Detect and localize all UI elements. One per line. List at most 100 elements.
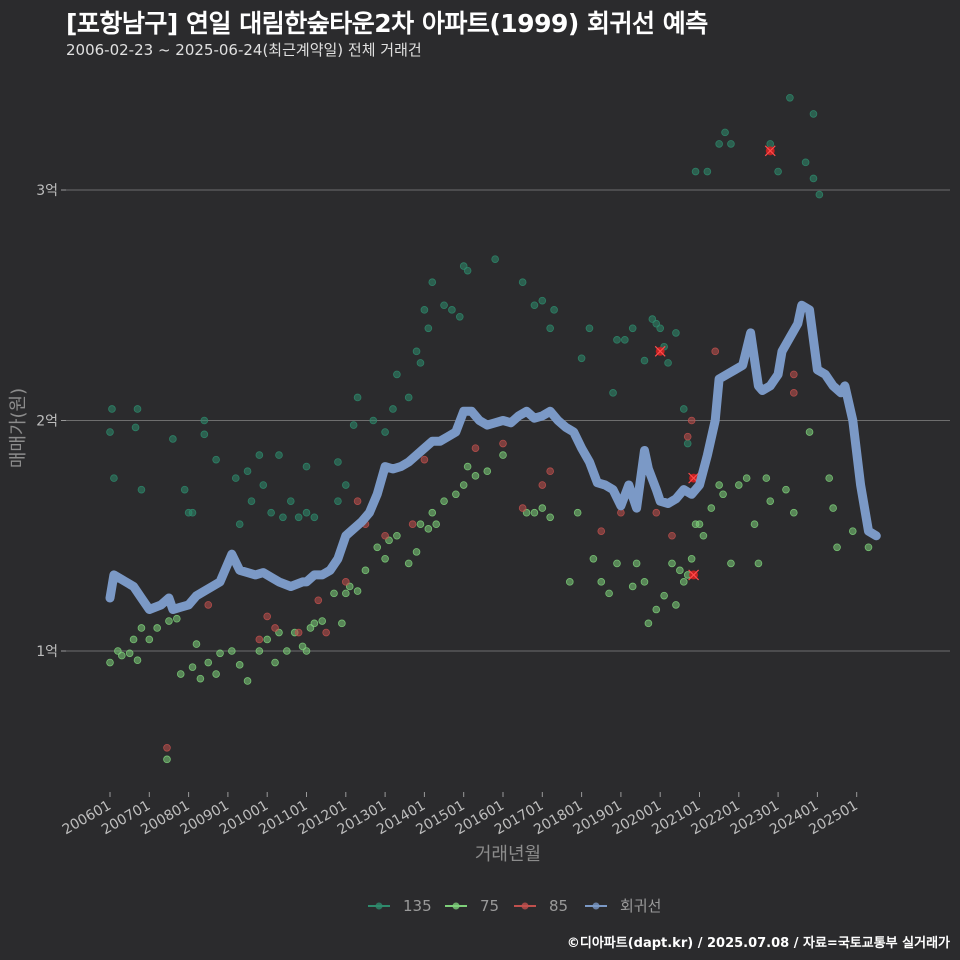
y-tick-label-0: 1억 bbox=[36, 644, 58, 660]
point-75-72 bbox=[668, 559, 676, 568]
point-135-75 bbox=[786, 94, 794, 102]
point-75-57 bbox=[530, 508, 539, 517]
point-75-43 bbox=[404, 559, 413, 568]
highlight-cross-2 bbox=[688, 569, 700, 581]
point-85-3 bbox=[263, 612, 272, 621]
point-135-59 bbox=[640, 356, 649, 365]
point-85-11 bbox=[381, 531, 389, 540]
point-75-81 bbox=[707, 504, 716, 512]
point-75-55 bbox=[499, 451, 507, 459]
point-75-94 bbox=[825, 474, 833, 482]
point-85-0 bbox=[163, 744, 171, 752]
point-135-2 bbox=[110, 474, 118, 482]
point-75-98 bbox=[864, 543, 873, 552]
chart-title: [포항남구] 연일 대림한숲타운2차 아파트(1999) 회귀선 예측 bbox=[66, 9, 708, 38]
point-75-29 bbox=[302, 647, 311, 655]
point-75-70 bbox=[652, 605, 661, 614]
point-75-39 bbox=[373, 543, 382, 552]
point-75-42 bbox=[393, 531, 401, 540]
point-75-13 bbox=[188, 663, 197, 671]
y-tick-label-1: 2억 bbox=[36, 414, 58, 430]
point-75-64 bbox=[605, 589, 613, 598]
point-135-41 bbox=[440, 301, 448, 310]
point-75-23 bbox=[263, 635, 272, 644]
point-135-67 bbox=[683, 439, 692, 448]
point-135-77 bbox=[809, 174, 818, 183]
point-135-54 bbox=[585, 324, 594, 333]
point-75-77 bbox=[687, 554, 696, 563]
point-85-16 bbox=[518, 504, 527, 512]
point-135-10 bbox=[200, 416, 209, 425]
point-75-62 bbox=[589, 554, 598, 563]
point-85-13 bbox=[420, 455, 429, 464]
point-75-17 bbox=[212, 670, 220, 678]
point-75-34 bbox=[338, 619, 346, 628]
point-75-91 bbox=[782, 485, 790, 494]
point-135-21 bbox=[279, 513, 287, 522]
point-85-7 bbox=[322, 628, 330, 637]
point-75-67 bbox=[632, 559, 641, 568]
point-75-96 bbox=[833, 543, 841, 552]
point-135-23 bbox=[294, 513, 303, 522]
point-135-72 bbox=[727, 140, 735, 148]
source-caption: ©디아파트(dapt.kr) / 2025.07.08 / 자료=국토교통부 실… bbox=[566, 936, 950, 951]
point-75-83 bbox=[719, 490, 727, 499]
point-85-25 bbox=[687, 416, 696, 425]
point-135-12 bbox=[212, 455, 220, 464]
point-75-26 bbox=[283, 647, 291, 655]
point-75-85 bbox=[734, 481, 743, 489]
point-75-63 bbox=[597, 578, 606, 586]
point-75-92 bbox=[790, 508, 798, 517]
point-85-1 bbox=[204, 601, 213, 609]
point-135-31 bbox=[353, 393, 362, 402]
point-135-4 bbox=[137, 485, 146, 494]
chart-subtitle: 2006-02-23 ~ 2025-06-24(최근계약일) 전체 거래건 bbox=[66, 41, 422, 59]
point-135-11 bbox=[200, 430, 209, 439]
point-75-71 bbox=[660, 591, 668, 600]
point-135-17 bbox=[255, 451, 264, 459]
point-135-49 bbox=[530, 301, 539, 310]
point-75-53 bbox=[471, 472, 480, 480]
point-135-48 bbox=[518, 278, 527, 287]
point-75-97 bbox=[848, 527, 857, 535]
point-75-59 bbox=[546, 513, 554, 522]
legend-marker-1 bbox=[452, 902, 460, 910]
point-75-11 bbox=[173, 614, 181, 623]
point-75-37 bbox=[353, 587, 362, 595]
point-135-5 bbox=[131, 423, 140, 432]
point-75-89 bbox=[762, 474, 771, 482]
point-75-15 bbox=[196, 674, 205, 683]
point-75-6 bbox=[133, 656, 142, 665]
point-135-66 bbox=[679, 405, 688, 413]
scatter-points bbox=[106, 94, 873, 764]
point-135-6 bbox=[169, 435, 177, 443]
point-85-30 bbox=[790, 370, 798, 379]
legend: 135 75 85 회귀선 bbox=[368, 897, 661, 915]
legend-item-0: 135 bbox=[368, 897, 432, 915]
legend-label-1: 75 bbox=[480, 897, 499, 915]
point-135-50 bbox=[538, 296, 547, 305]
point-75-38 bbox=[361, 566, 370, 575]
point-75-73 bbox=[672, 601, 680, 609]
x-axis-title: 거래년월 bbox=[475, 844, 541, 865]
highlight-cross-3 bbox=[764, 145, 776, 157]
point-75-88 bbox=[754, 559, 763, 568]
point-75-68 bbox=[640, 578, 649, 586]
legend-item-3: 회귀선 bbox=[585, 897, 661, 915]
point-85-31 bbox=[790, 389, 798, 397]
point-75-61 bbox=[573, 508, 582, 517]
point-75-45 bbox=[416, 520, 425, 529]
point-135-22 bbox=[286, 497, 295, 505]
point-75-82 bbox=[715, 481, 723, 489]
point-75-46 bbox=[424, 525, 433, 533]
point-75-58 bbox=[538, 504, 547, 512]
point-85-17 bbox=[538, 481, 547, 489]
point-85-4 bbox=[271, 624, 279, 632]
point-135-29 bbox=[341, 481, 350, 489]
point-135-51 bbox=[546, 324, 554, 333]
point-135-62 bbox=[656, 324, 664, 333]
point-85-6 bbox=[314, 596, 323, 605]
point-85-5 bbox=[294, 628, 303, 637]
point-75-18 bbox=[216, 649, 224, 658]
